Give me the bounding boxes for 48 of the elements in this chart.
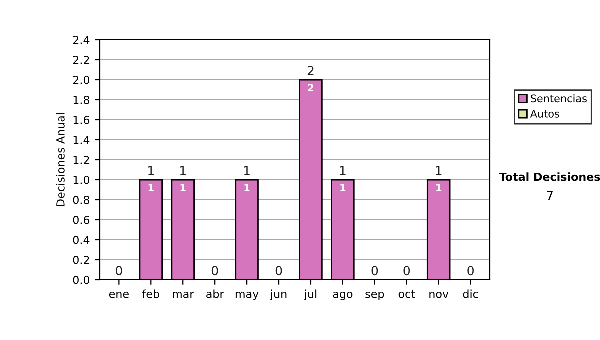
x-tick-label: oct — [398, 290, 416, 298]
y-tick-label: 0.8 — [73, 196, 90, 204]
total-label: 1 — [148, 166, 154, 176]
data-label: 1 — [180, 184, 186, 192]
x-tick-label: nov — [430, 292, 449, 298]
x-tick-label: ago — [333, 292, 353, 300]
total-label: 0 — [468, 266, 474, 276]
data-label: 1 — [244, 184, 250, 192]
total-label: 2 — [308, 66, 314, 76]
y-tick-label: 0.6 — [73, 216, 90, 224]
total-label: 0 — [404, 266, 410, 276]
y-axis-title: Decisiones Anual — [56, 114, 65, 206]
y-tick-label: 1.4 — [74, 136, 90, 144]
y-tick-label: 1.8 — [74, 96, 90, 104]
x-tick-label: feb — [142, 290, 160, 298]
total-label: 0 — [116, 266, 122, 276]
total-label: 0 — [372, 266, 378, 276]
x-tick-label: mar — [173, 292, 194, 298]
total-label: 0 — [212, 266, 218, 276]
y-tick-label: 2.0 — [73, 76, 90, 84]
x-tick-label: jun — [270, 290, 287, 300]
legend-label: Sentencias — [531, 94, 587, 103]
x-tick-label: abr — [206, 290, 224, 298]
total-label: 1 — [244, 166, 250, 176]
x-tick-label: may — [236, 292, 259, 300]
y-tick-label: 1.0 — [74, 176, 90, 184]
x-tick-label: dic — [463, 290, 478, 298]
total-label: 1 — [436, 166, 442, 176]
y-tick-label: 1.6 — [74, 116, 90, 124]
y-tick-label: 2.4 — [73, 36, 90, 44]
data-label: 2 — [308, 84, 314, 92]
data-label: 1 — [436, 184, 442, 192]
text: Total Decisiones — [499, 172, 600, 182]
x-tick-label: ene — [109, 292, 129, 298]
data-label: 1 — [340, 184, 346, 192]
total-label: 1 — [180, 166, 186, 176]
y-tick-label: 0.4 — [73, 236, 90, 244]
y-tick-label: 0.0 — [73, 276, 90, 284]
x-tick-label: sep — [366, 292, 384, 300]
x-tick-label: jul — [304, 290, 317, 300]
y-tick-label: 1.2 — [74, 156, 90, 164]
total-label: 1 — [340, 166, 346, 176]
legend-label: Autos — [530, 110, 560, 118]
text: 7 — [547, 191, 553, 200]
y-tick-label: 0.2 — [73, 256, 90, 264]
total-label: 0 — [276, 266, 282, 276]
y-tick-label: 2.2 — [73, 56, 90, 64]
data-label: 1 — [148, 184, 154, 192]
